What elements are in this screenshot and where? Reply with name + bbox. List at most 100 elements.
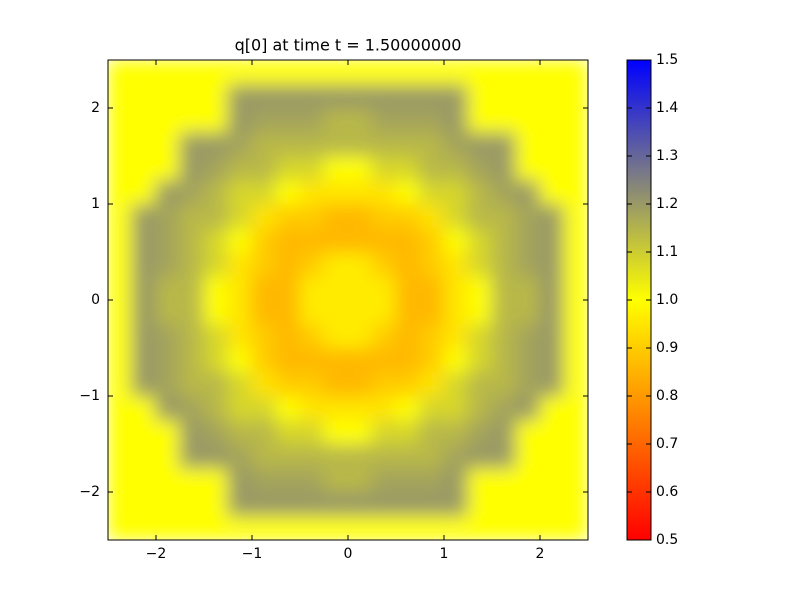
heat-cell [108, 419, 133, 445]
heat-cell [419, 60, 445, 85]
heat-cell [299, 419, 325, 445]
heat-cell [227, 60, 253, 85]
heat-cell [131, 227, 157, 253]
heat-cell [491, 251, 517, 277]
heat-cell [179, 395, 205, 421]
heat-cell [203, 227, 229, 253]
heat-cell [491, 60, 517, 85]
heat-cell [515, 83, 541, 109]
heat-cell [515, 419, 541, 445]
heat-cell [323, 371, 349, 397]
heat-cell [179, 131, 205, 157]
heat-cell [155, 491, 181, 517]
heat-cell [515, 60, 541, 85]
heat-cell [395, 323, 421, 349]
heat-cell [155, 395, 181, 421]
y-tick-label: 1 [91, 196, 100, 212]
y-tick-label: −2 [79, 484, 100, 500]
heat-cell [155, 371, 181, 397]
x-tick-label: −1 [242, 546, 263, 562]
heat-cell [131, 275, 157, 301]
heat-cell [251, 60, 277, 85]
colorbar-tick-label: 1.4 [656, 100, 678, 116]
heat-cell [299, 179, 325, 205]
heat-cell [251, 395, 277, 421]
heat-cell [275, 419, 301, 445]
heat-cell [323, 467, 349, 493]
heat-cell [203, 323, 229, 349]
heat-cell [299, 275, 325, 301]
heat-cell [323, 203, 349, 229]
heat-cell [491, 131, 517, 157]
heat-cell [347, 419, 373, 445]
heat-cell [419, 107, 445, 133]
heat-cell [395, 515, 421, 540]
x-tick-label: −2 [146, 546, 167, 562]
heat-cell [347, 203, 373, 229]
heat-cell [323, 323, 349, 349]
heat-cell [275, 227, 301, 253]
heat-cell [443, 179, 469, 205]
heat-cell [371, 443, 397, 469]
heat-cell [563, 83, 588, 109]
heat-cell [347, 251, 373, 277]
heat-cell [371, 467, 397, 493]
heat-cell [491, 227, 517, 253]
heat-cell [155, 251, 181, 277]
heat-cell [371, 179, 397, 205]
heat-cell [563, 395, 588, 421]
heat-cell [227, 299, 253, 325]
heat-cell [108, 299, 133, 325]
heat-cell [155, 467, 181, 493]
heat-cell [203, 299, 229, 325]
heat-cell [179, 299, 205, 325]
heat-cell [491, 299, 517, 325]
heat-cell [227, 179, 253, 205]
heat-cell [203, 395, 229, 421]
heat-cell [179, 347, 205, 373]
heat-cell [227, 83, 253, 109]
heat-cell [108, 515, 133, 540]
heat-cell [395, 299, 421, 325]
heat-cell [563, 131, 588, 157]
heat-cell [131, 251, 157, 277]
heat-cell [443, 131, 469, 157]
heat-cell [563, 155, 588, 181]
heat-cell [155, 107, 181, 133]
heat-cell [443, 347, 469, 373]
heat-cell [203, 131, 229, 157]
heat-cell [539, 155, 565, 181]
colorbar-tick-label: 0.7 [656, 436, 678, 452]
heat-cell [539, 371, 565, 397]
heat-cell [108, 443, 133, 469]
x-tick-label: 1 [440, 546, 449, 562]
heat-cell [251, 83, 277, 109]
heat-cell [467, 395, 493, 421]
heat-cell [515, 131, 541, 157]
heat-cell [203, 491, 229, 517]
heat-cell [563, 60, 588, 85]
colorbar-tick-label: 0.6 [656, 484, 678, 500]
heat-cell [467, 227, 493, 253]
heat-cell [203, 155, 229, 181]
heat-cell [131, 443, 157, 469]
heat-cell [108, 467, 133, 493]
heat-cell [251, 179, 277, 205]
heat-cell [275, 107, 301, 133]
heat-cell [515, 467, 541, 493]
chart-title: q[0] at time t = 1.50000000 [235, 36, 462, 55]
heat-cell [299, 491, 325, 517]
heat-cell [251, 107, 277, 133]
heat-cell [491, 203, 517, 229]
heat-cell [108, 251, 133, 277]
heat-cell [539, 131, 565, 157]
heat-cell [227, 371, 253, 397]
heat-cell [539, 299, 565, 325]
heat-cell [467, 83, 493, 109]
heat-cell [491, 443, 517, 469]
heat-cell [323, 60, 349, 85]
heat-cell [227, 323, 253, 349]
heat-cell [203, 347, 229, 373]
heat-cell [347, 491, 373, 517]
heat-cell [563, 347, 588, 373]
